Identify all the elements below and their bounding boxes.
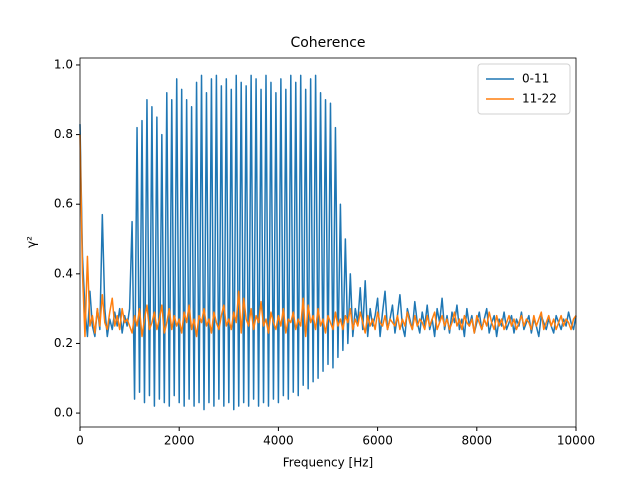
- legend-box: [477, 63, 571, 115]
- series-line: [79, 74, 577, 411]
- x-tick-label: 6000: [362, 434, 393, 448]
- x-tick-label: 10000: [557, 434, 595, 448]
- axes-frame: [79, 57, 577, 428]
- legend-label: 0-11: [522, 72, 549, 86]
- x-tick-label: 0: [76, 434, 84, 448]
- x-tick-label: 8000: [462, 434, 493, 448]
- chart-title: Coherence: [290, 35, 365, 51]
- y-tick-label: 0.4: [54, 266, 73, 280]
- y-axis-label: γ²: [25, 236, 39, 248]
- y-tick-label: 0.8: [54, 127, 73, 141]
- legend-label: 11-22: [522, 92, 557, 106]
- x-tick-label: 4000: [263, 434, 294, 448]
- series-line: [79, 134, 577, 338]
- y-tick-label: 0.0: [54, 406, 73, 420]
- y-tick-label: 0.2: [54, 336, 73, 350]
- y-tick-label: 1.0: [54, 57, 73, 71]
- x-axis-label: Frequency [Hz]: [283, 456, 374, 470]
- x-tick-label: 2000: [164, 434, 195, 448]
- y-tick-label: 0.6: [54, 197, 73, 211]
